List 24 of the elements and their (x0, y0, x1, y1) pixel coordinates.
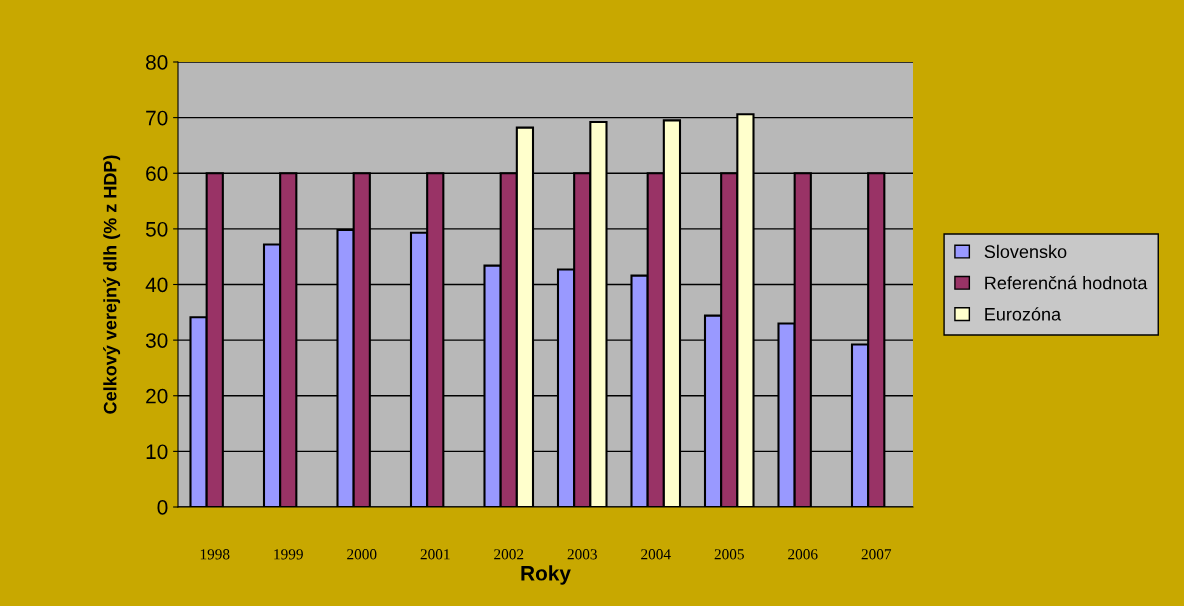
legend-label: Slovensko (984, 244, 1067, 259)
y-tick-label: 0 (157, 500, 168, 515)
y-axis-title: Celkový verejný dlh (% z HDP) (103, 155, 121, 414)
x-tick-label: 2004 (641, 549, 671, 560)
y-tick-label: 80 (146, 55, 168, 70)
x-tick-label: 1998 (200, 549, 230, 560)
y-tick-label: 50 (145, 221, 168, 237)
x-tick-label: 2005 (714, 549, 744, 560)
y-tick-label: 40 (145, 277, 168, 293)
x-tick-label: 2006 (788, 549, 818, 560)
x-tick-label: 2007 (861, 549, 892, 560)
y-tick-label: 70 (146, 110, 168, 126)
legend-label: Referenčná hodnota (985, 275, 1148, 290)
x-tick-label: 2001 (420, 549, 450, 560)
y-tick-label: 10 (146, 444, 168, 460)
y-tick-label: 60 (146, 166, 168, 181)
y-tick-label: 30 (145, 333, 168, 348)
x-tick-label: 2000 (347, 549, 377, 560)
legend-label: Eurozóna (985, 307, 1062, 321)
x-tick-label: 1999 (274, 549, 303, 560)
x-tick-label: 2002 (494, 549, 524, 560)
x-axis-title: Roky (521, 565, 571, 585)
y-tick-label: 20 (146, 388, 168, 404)
x-tick-label: 2003 (567, 549, 597, 560)
